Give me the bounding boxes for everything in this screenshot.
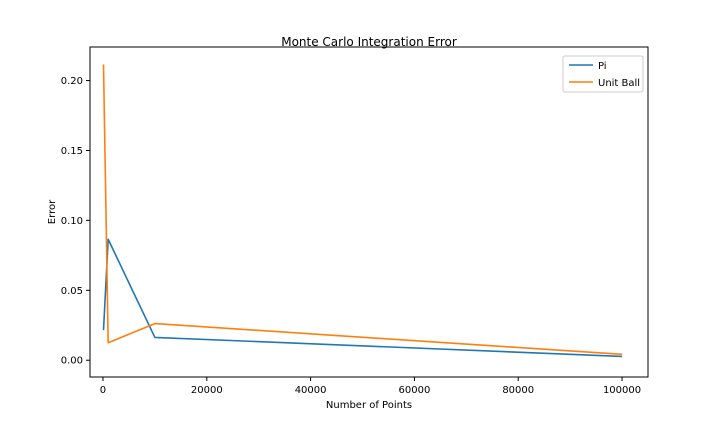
y-tick-label: 0.15 <box>61 146 83 157</box>
x-tick-label: 60000 <box>399 385 431 396</box>
plot-area <box>89 46 649 378</box>
x-tick-label: 80000 <box>502 385 534 396</box>
plot-frame <box>89 46 649 378</box>
y-tick-label: 0.05 <box>61 286 83 297</box>
series-layer <box>102 64 623 358</box>
y-tick-label: 0.00 <box>61 356 83 367</box>
series-line-pi <box>102 238 623 358</box>
x-tick-label: 20000 <box>191 385 223 396</box>
series-line-unit-ball <box>102 64 623 356</box>
y-tick-label: 0.10 <box>61 216 83 227</box>
y-tick-label: 0.20 <box>61 76 83 87</box>
legend: Pi Unit Ball <box>562 55 644 93</box>
x-tick-label: 100000 <box>603 385 641 396</box>
x-axis: 0 20000 40000 60000 80000 100000 <box>100 377 641 396</box>
y-axis-label: Error <box>47 199 58 224</box>
x-tick-label: 40000 <box>295 385 327 396</box>
x-tick-label: 0 <box>100 385 106 396</box>
legend-label-unit-ball: Unit Ball <box>598 78 640 89</box>
y-axis: 0.00 0.05 0.10 0.15 0.20 <box>61 76 90 367</box>
legend-label-pi: Pi <box>598 61 607 72</box>
x-axis-label: Number of Points <box>326 400 412 411</box>
chart-title: Monte Carlo Integration Error <box>281 35 457 49</box>
